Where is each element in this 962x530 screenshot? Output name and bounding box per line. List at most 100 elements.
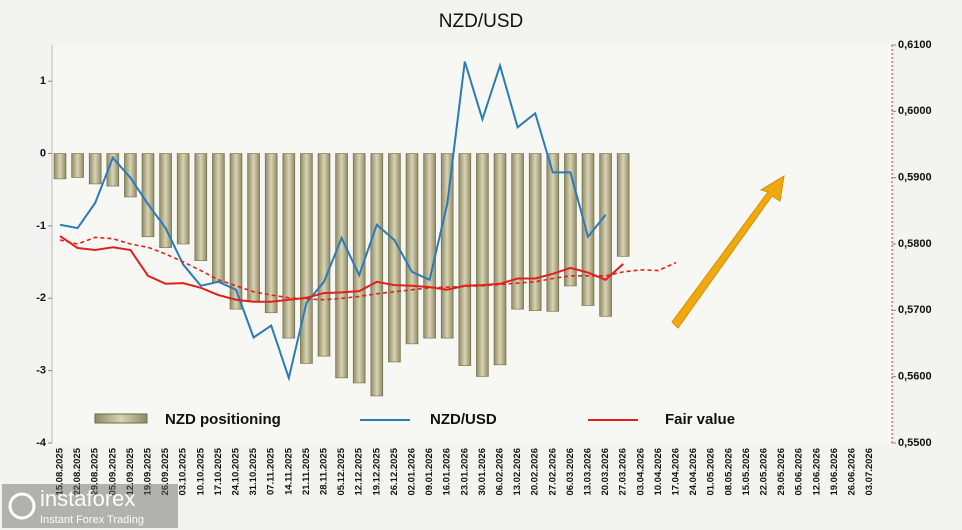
x-tick-label: 24.10.2025: [231, 447, 242, 495]
x-tick-label: 05.09.2025: [107, 447, 118, 495]
y2-tick-label: 0,5900: [898, 172, 932, 184]
y-tick-label: -1: [36, 220, 46, 232]
x-tick-label: 23.01.2026: [459, 448, 470, 496]
x-tick-label: 28.11.2025: [319, 447, 330, 495]
x-tick-label: 22.05.2026: [759, 448, 770, 496]
x-tick-label: 12.09.2025: [125, 447, 136, 495]
bar: [370, 153, 384, 397]
bar: [405, 153, 419, 345]
bar: [229, 153, 243, 310]
bar: [581, 153, 595, 306]
x-tick-label: 15.05.2026: [741, 448, 752, 496]
bar: [423, 153, 436, 339]
x-tick-label: 19.12.2025: [371, 447, 382, 495]
bar: [440, 153, 454, 339]
x-tick-label: 30.01.2026: [477, 448, 488, 496]
watermark: instaforex Instant Forex Trading: [2, 484, 178, 528]
arrow: [671, 175, 785, 329]
y2-tick-label: 0,6000: [898, 105, 932, 117]
legend-swatch: [94, 413, 148, 424]
bar: [317, 153, 331, 357]
bar: [546, 153, 560, 312]
y2-tick-label: 0,5600: [898, 371, 932, 383]
x-tick-label: 01.05.2026: [706, 448, 717, 496]
x-tick-label: 31.10.2025: [248, 447, 259, 495]
x-tick-label: 08.05.2026: [723, 448, 734, 496]
bar: [352, 153, 366, 384]
bar: [141, 153, 155, 238]
x-tick-label: 05.06.2026: [794, 448, 805, 496]
bar: [247, 153, 260, 303]
line: [59, 61, 607, 382]
x-tick-label: 07.11.2025: [266, 447, 277, 495]
x-tick-label: 22.08.2025: [72, 447, 83, 495]
x-tick-label: 27.03.2026: [618, 448, 629, 496]
x-tick-label: 24.04.2026: [688, 448, 699, 496]
x-tick-label: 17.10.2025: [213, 447, 224, 495]
bar: [124, 153, 137, 198]
x-tick-label: 10.04.2026: [653, 448, 664, 496]
bar: [458, 153, 472, 366]
y2-tick-label: 0,5500: [898, 437, 932, 449]
x-tick-label: 21.11.2025: [301, 447, 312, 495]
bar: [335, 153, 348, 379]
y-tick-label: 0: [40, 147, 46, 159]
x-tick-label: 05.12.2025: [336, 447, 347, 495]
bar: [300, 153, 313, 364]
x-tick-label: 06.03.2026: [565, 448, 576, 496]
x-tick-label: 09.01.2026: [424, 448, 435, 496]
x-tick-label: 06.02.2026: [495, 448, 506, 496]
y-tick-label: -4: [36, 437, 47, 449]
bar: [159, 153, 172, 248]
watermark-tagline: Instant Forex Trading: [40, 514, 144, 526]
x-tick-label: 26.09.2025: [160, 447, 171, 495]
bar: [388, 153, 401, 363]
chart-title: NZD/USD: [439, 11, 523, 32]
bar: [176, 153, 190, 245]
x-tick-label: 16.01.2026: [442, 448, 453, 496]
watermark-bg: [2, 484, 178, 528]
x-tick-label: 13.03.2026: [583, 448, 594, 496]
x-tick-label: 03.10.2025: [178, 447, 189, 495]
bar: [212, 153, 225, 283]
bar: [493, 153, 507, 366]
y2-tick-label: 0,5800: [898, 238, 932, 250]
bar: [599, 153, 612, 317]
y2-tick-label: 0,6100: [898, 39, 932, 51]
bar: [282, 153, 296, 339]
x-tick-label: 29.08.2025: [90, 447, 101, 495]
bar: [511, 153, 524, 310]
bar: [528, 153, 542, 311]
trend-line: [59, 236, 677, 301]
bar: [194, 153, 208, 261]
x-tick-label: 19.06.2026: [829, 448, 840, 496]
x-tick-label: 26.12.2025: [389, 447, 400, 495]
watermark-brand: instaforex: [40, 486, 135, 511]
line: [59, 235, 624, 303]
x-tick-label: 19.09.2025: [143, 447, 154, 495]
x-tick-label: 17.04.2026: [671, 448, 682, 496]
x-tick-label: 12.06.2026: [811, 448, 822, 496]
bar: [71, 153, 84, 178]
x-tick-label: 29.05.2026: [776, 448, 787, 496]
x-tick-label: 10.10.2025: [195, 447, 206, 495]
y-tick-label: 1: [40, 75, 46, 87]
y-tick-label: -2: [36, 292, 46, 304]
x-tick-label: 27.02.2026: [547, 448, 558, 496]
y2-tick-label: 0,5700: [898, 304, 932, 316]
legend-label: Fair value: [665, 411, 735, 428]
legend-label: NZD/USD: [430, 411, 497, 428]
x-tick-label: 26.06.2026: [847, 448, 858, 496]
watermark-logo: [8, 492, 36, 520]
y-tick-label: -3: [36, 365, 46, 377]
bar: [264, 153, 278, 314]
x-tick-label: 03.04.2026: [635, 448, 646, 496]
bar: [53, 153, 67, 180]
x-tick-label: 15.08.2025: [55, 447, 66, 495]
bar: [616, 153, 630, 257]
x-tick-label: 12.12.2025: [354, 447, 365, 495]
x-tick-label: 13.02.2026: [512, 448, 523, 496]
x-tick-label: 20.03.2026: [600, 448, 611, 496]
legend-label: NZD positioning: [165, 411, 281, 428]
